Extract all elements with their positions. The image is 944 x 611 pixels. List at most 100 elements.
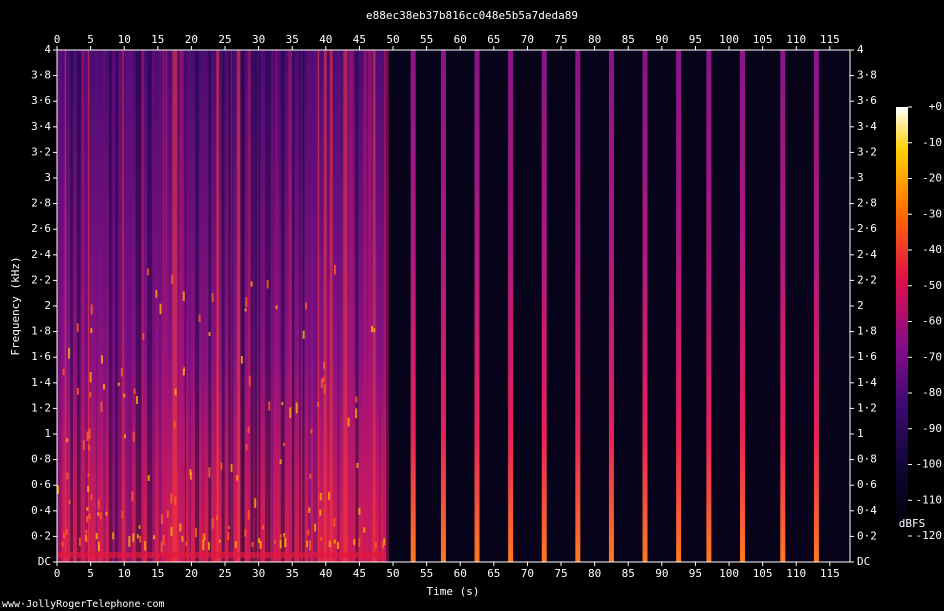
- colorbar-tick-label: -100: [916, 458, 943, 471]
- colorbar-tick-label: +0: [929, 100, 942, 113]
- speech-texture: [216, 50, 220, 562]
- speech-texture: [144, 541, 147, 551]
- speech-texture: [86, 431, 89, 442]
- speech-texture: [135, 50, 140, 562]
- speech-texture: [333, 518, 336, 527]
- speech-texture: [84, 50, 89, 562]
- speech-texture: [179, 523, 182, 532]
- speech-texture: [185, 541, 188, 546]
- speech-texture: [76, 388, 79, 395]
- y-tick-label: 2·4: [31, 248, 51, 261]
- y-tick-label: 0·8: [31, 453, 51, 466]
- speech-texture: [347, 417, 350, 427]
- speech-texture: [218, 539, 221, 543]
- x-tick-label: 5: [87, 33, 94, 46]
- y-tick-label: 1·4: [857, 376, 877, 389]
- speech-texture: [261, 524, 264, 530]
- x-tick-label: 75: [554, 33, 567, 46]
- colorbar-tick-label: -50: [922, 279, 942, 292]
- speech-texture: [147, 475, 150, 481]
- speech-texture: [121, 511, 124, 519]
- x-tick-label: 60: [454, 33, 467, 46]
- speech-texture: [236, 475, 239, 481]
- speech-texture: [89, 392, 92, 398]
- pulse: [676, 50, 682, 562]
- speech-texture: [162, 50, 165, 562]
- y-tick-label: 3·6: [857, 94, 877, 107]
- y-tick-label: 3·4: [31, 120, 51, 133]
- speech-texture: [135, 395, 138, 404]
- y-tick-label: 0·4: [857, 504, 877, 517]
- speech-texture: [211, 293, 214, 302]
- y-tick-label: 1: [857, 427, 864, 440]
- speech-texture: [302, 330, 305, 339]
- speech-texture: [90, 328, 93, 334]
- y-tick-label: 3: [44, 171, 51, 184]
- x-tick-label: 20: [185, 33, 198, 46]
- speech-texture: [305, 302, 308, 310]
- speech-texture: [328, 540, 331, 548]
- y-tick-label: 2·8: [857, 197, 877, 210]
- x-tick-label: 70: [521, 33, 534, 46]
- speech-texture: [373, 327, 376, 333]
- speech-texture: [374, 541, 377, 549]
- speech-texture: [66, 438, 69, 443]
- speech-texture: [141, 50, 144, 562]
- y-tick-label: 3·8: [857, 69, 877, 82]
- speech-texture: [271, 50, 274, 562]
- speech-texture: [244, 308, 247, 312]
- speech-texture: [97, 541, 100, 552]
- footer: www·JollyRogerTelephone·com: [2, 599, 165, 610]
- speech-texture: [356, 462, 359, 468]
- speech-texture: [279, 539, 282, 549]
- speech-texture: [328, 492, 331, 501]
- speech-texture: [70, 50, 73, 562]
- speech-texture: [247, 50, 253, 562]
- speech-texture: [245, 297, 248, 307]
- speech-texture: [363, 527, 366, 533]
- x-tick-label: 90: [655, 33, 668, 46]
- speech-texture: [120, 367, 123, 377]
- x-tick-label: 40: [319, 33, 332, 46]
- colorbar-tick-label: -10: [922, 136, 942, 149]
- x-tick-label: 0: [54, 33, 61, 46]
- x-tick-label: 30: [252, 33, 265, 46]
- speech-texture: [166, 510, 169, 518]
- colorbar-tick-label: -110: [916, 493, 943, 506]
- x-tick-label: 75: [554, 567, 567, 580]
- speech-texture: [202, 533, 205, 541]
- speech-texture: [88, 513, 91, 520]
- speech-texture: [227, 532, 230, 541]
- speech-texture: [280, 50, 285, 562]
- speech-texture: [111, 50, 117, 562]
- colorbar-tick-label: -20: [922, 172, 942, 185]
- speech-texture: [174, 496, 177, 505]
- x-tick-label: 110: [786, 567, 806, 580]
- speech-texture: [266, 279, 269, 289]
- pulse: [813, 50, 819, 562]
- y-tick-label: 4: [44, 43, 51, 56]
- speech-texture: [139, 535, 142, 543]
- x-tick-label: 65: [487, 567, 500, 580]
- x-tick-label: 100: [719, 567, 739, 580]
- y-tick-label: DC: [857, 555, 870, 568]
- speech-texture: [195, 527, 198, 538]
- x-tick-label: 55: [420, 33, 433, 46]
- speech-texture: [267, 50, 271, 562]
- speech-texture: [247, 426, 250, 434]
- speech-texture: [100, 355, 103, 364]
- pulse: [410, 50, 416, 562]
- speech-texture: [308, 507, 311, 513]
- speech-texture: [57, 50, 60, 562]
- pulse: [508, 50, 514, 562]
- speech-texture: [299, 50, 301, 562]
- speech-texture: [258, 538, 261, 544]
- speech-texture: [133, 388, 136, 395]
- speech-texture: [103, 50, 106, 562]
- y-tick-label: 2·6: [31, 222, 51, 235]
- colorbar-tick-label: -80: [922, 386, 942, 399]
- speech-texture: [179, 50, 184, 562]
- speech-texture: [358, 507, 361, 515]
- speech-texture: [162, 534, 165, 546]
